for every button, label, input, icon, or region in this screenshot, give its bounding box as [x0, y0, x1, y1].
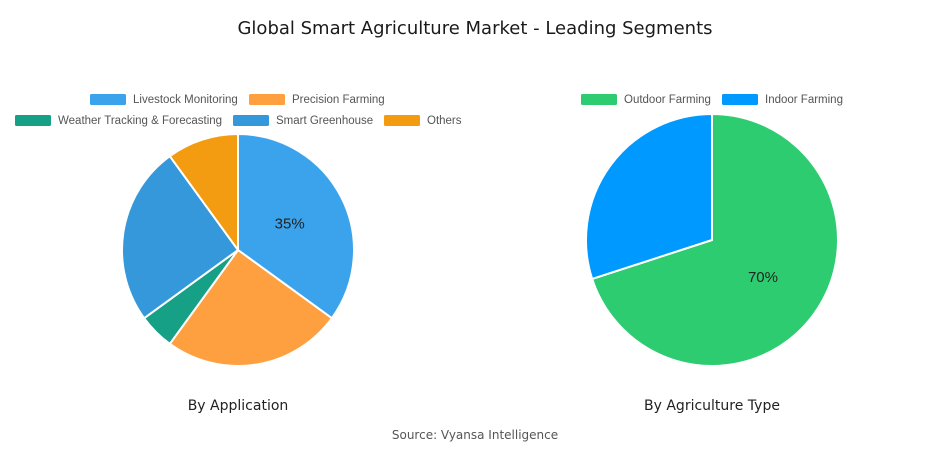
application-legend: Livestock Monitoring Precision Farming Wea…	[15, 94, 462, 127]
agriculture-type-pie-chart: Outdoor Farming Indoor Farming 70% By Agr…	[581, 94, 843, 414]
legend-swatch-weather-tracking-and-forecasting	[15, 115, 51, 126]
legend-label-outdoor-farming: Outdoor Farming	[624, 94, 711, 106]
application-data-labels: 35%	[275, 216, 305, 233]
legend-label-indoor-farming: Indoor Farming	[765, 94, 843, 106]
pie-slice-precision-farming	[168, 249, 333, 367]
legend-label-weather-tracking-and-forecasting: Weather Tracking & Forecasting	[58, 115, 222, 127]
agriculture-type-slices	[585, 113, 839, 367]
legend-label-livestock-monitoring: Livestock Monitoring	[133, 94, 238, 106]
legend-label-precision-farming: Precision Farming	[292, 94, 385, 106]
legend-swatch-indoor-farming	[722, 94, 758, 105]
pie-slice-outdoor-farming	[591, 113, 839, 367]
agriculture-type-legend: Outdoor Farming Indoor Farming	[581, 94, 843, 106]
agriculture-type-data-labels: 70%	[748, 269, 778, 286]
legend-swatch-others	[384, 115, 420, 126]
pie-slice-smart-greenhouse	[121, 155, 239, 320]
data-label-outdoor-farming: 70%	[748, 269, 778, 286]
application-chart-title: By Application	[188, 398, 289, 414]
legend-label-smart-greenhouse: Smart Greenhouse	[276, 115, 373, 127]
legend-swatch-outdoor-farming	[581, 94, 617, 105]
application-slices	[121, 133, 355, 367]
data-label-livestock-monitoring: 35%	[275, 216, 305, 233]
pie-slice-others	[168, 133, 239, 251]
pie-slice-indoor-farming	[585, 113, 713, 280]
legend-swatch-livestock-monitoring	[90, 94, 126, 105]
legend-swatch-precision-farming	[249, 94, 285, 105]
legend-label-others: Others	[427, 115, 462, 127]
application-pie-chart: Livestock Monitoring Precision Farming Wea…	[15, 94, 462, 414]
pie-slice-livestock-monitoring	[237, 133, 355, 320]
chart-title: Global Smart Agriculture Market - Leadin…	[237, 18, 712, 39]
agriculture-type-chart-title: By Agriculture Type	[644, 398, 780, 414]
legend-swatch-smart-greenhouse	[233, 115, 269, 126]
source-note: Source: Vyansa Intelligence	[392, 428, 558, 442]
